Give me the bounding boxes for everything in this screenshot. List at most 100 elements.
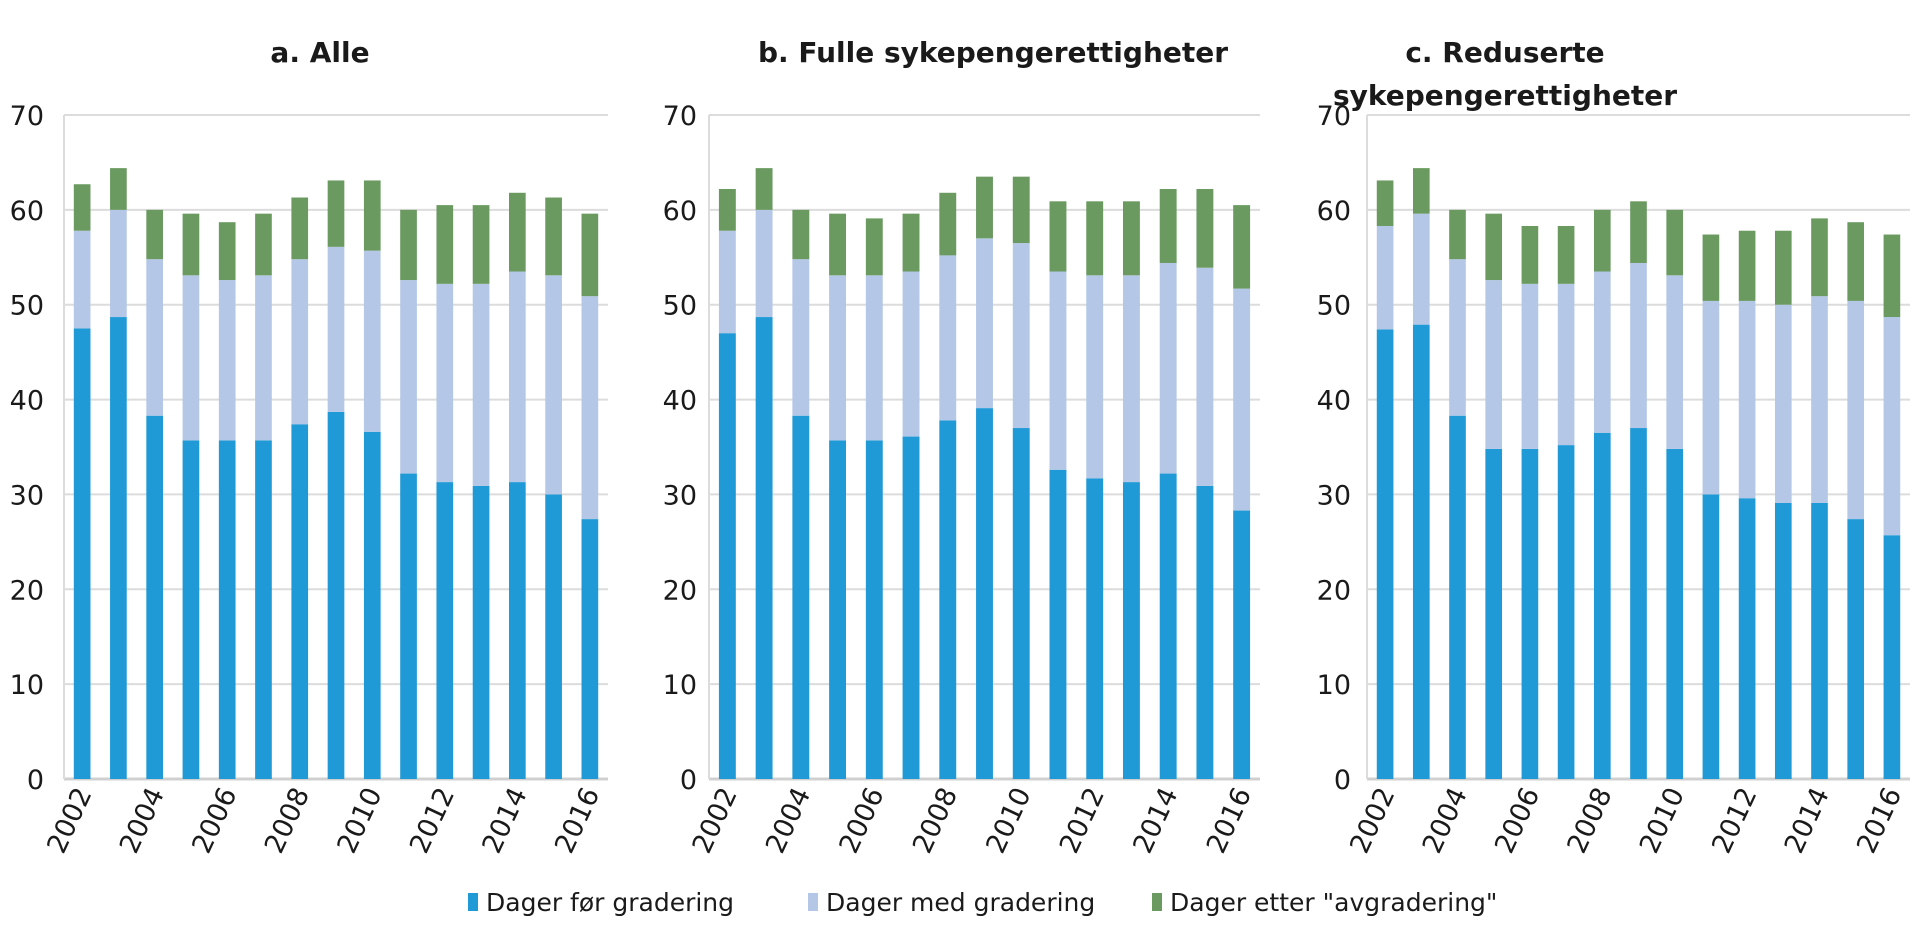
bar-segment-2002-series-0 [1376, 329, 1394, 779]
x-tick-label: 2002 [1344, 783, 1401, 858]
bar-segment-2010-series-2 [1012, 176, 1030, 244]
legend-item: Dager etter "avgradering" [1152, 888, 1497, 917]
bar-segment-2012-series-2 [436, 205, 454, 284]
bar-segment-2013-series-0 [472, 485, 490, 779]
y-tick-label: 30 [10, 480, 44, 511]
x-tick-label: 2016 [1201, 783, 1258, 858]
bar-segment-2007-series-1 [1557, 283, 1575, 446]
x-tick-label: 2004 [1417, 783, 1474, 858]
legend: Dager før gradering Dager med gradering Da… [468, 888, 1497, 917]
bar-segment-2014-series-1 [1811, 296, 1828, 503]
y-tick-label: 60 [1317, 196, 1351, 227]
bar-segment-2012-series-2 [1086, 201, 1104, 276]
bar-segment-2012-series-0 [1738, 498, 1756, 779]
bar-segment-2005-series-0 [1485, 448, 1503, 779]
y-tick-label: 0 [680, 765, 697, 796]
bar-segment-2009-series-2 [976, 176, 993, 239]
y-tick-label: 50 [1317, 291, 1351, 322]
bar-segment-2009-series-0 [327, 411, 345, 779]
bar-segment-2002-series-2 [718, 188, 736, 231]
bar-segment-2007-series-0 [1557, 445, 1575, 779]
bar-segment-2013-series-2 [1122, 201, 1140, 276]
bar-segment-2015-series-2 [1847, 222, 1865, 301]
chart-panel-0: a. Alle 0 10 20 30 40 50 60 70 2002 2004 2006 2008 20… [10, 36, 608, 858]
x-tick-label: 2012 [1054, 783, 1111, 858]
y-tick-label: 20 [663, 575, 697, 606]
bar-segment-2002-series-1 [718, 230, 736, 334]
bar-segment-2008-series-1 [939, 255, 957, 421]
bar-segment-2013-series-1 [1122, 275, 1140, 483]
bar-segment-2016-series-2 [581, 213, 599, 297]
x-tick-label: 2006 [186, 783, 243, 858]
bar-segment-2010-series-0 [1012, 428, 1030, 779]
bar-segment-2015-series-0 [545, 494, 562, 779]
bar-segment-2004-series-0 [1449, 415, 1466, 779]
bar-segment-2003-series-1 [110, 209, 127, 318]
bar-segment-2010-series-1 [363, 250, 381, 432]
bar-segment-2010-series-2 [363, 180, 381, 251]
bar-segment-2016-series-2 [1883, 234, 1901, 318]
bar-segment-2007-series-0 [255, 440, 272, 779]
bar-segment-2013-series-1 [472, 283, 490, 486]
bar-segment-2015-series-0 [1847, 519, 1865, 779]
x-tick-label: 2004 [760, 783, 817, 858]
bar-segment-2009-series-0 [976, 408, 993, 779]
bar-segment-2004-series-1 [1449, 259, 1466, 416]
bar-segment-2002-series-0 [73, 328, 91, 779]
y-tick-label: 40 [663, 386, 697, 417]
bar-segment-2015-series-2 [1196, 188, 1214, 268]
legend-label: Dager med gradering [826, 888, 1095, 917]
bar-segment-2015-series-1 [1196, 267, 1214, 486]
x-tick-label: 2004 [114, 783, 171, 858]
x-tick-label: 2016 [549, 783, 606, 858]
bar-segment-2007-series-2 [255, 213, 272, 276]
bar-segment-2006-series-1 [1521, 283, 1539, 449]
bar-segment-2002-series-2 [1376, 180, 1394, 226]
x-tick-label: 2008 [1562, 783, 1619, 858]
bar-segment-2004-series-1 [146, 259, 164, 416]
bar-segment-2005-series-1 [182, 275, 200, 441]
bar-segment-2010-series-0 [363, 431, 381, 779]
bar-segment-2014-series-0 [1159, 473, 1177, 779]
bar-segment-2008-series-2 [1593, 209, 1611, 272]
chart-title: b. Fulle sykepengerettigheter [758, 36, 1228, 69]
bar-segment-2006-series-1 [218, 280, 236, 441]
chart-panel-2: c. Reduserte sykepengerettigheter 0 10 20 30 4… [1317, 36, 1910, 858]
bar-segment-2011-series-0 [400, 473, 417, 779]
bar-segment-2012-series-0 [1086, 478, 1104, 779]
chart-title: c. Reduserte [1405, 36, 1604, 69]
bar-segment-2008-series-1 [1593, 271, 1611, 433]
bar-segment-2004-series-1 [792, 259, 810, 416]
bar-segment-2007-series-1 [255, 275, 272, 441]
bar-segment-2002-series-2 [73, 184, 91, 231]
bar-segment-2007-series-2 [1557, 225, 1575, 284]
bar-segment-2003-series-1 [1412, 213, 1430, 325]
bar-segment-2016-series-1 [581, 296, 599, 520]
y-tick-label: 70 [1317, 101, 1351, 132]
bar-segment-2008-series-2 [939, 192, 957, 256]
bar-segment-2015-series-1 [545, 275, 562, 495]
bar-segment-2012-series-1 [436, 283, 454, 483]
bar-segment-2009-series-2 [1630, 201, 1647, 263]
bar-segment-2003-series-2 [755, 168, 773, 210]
x-tick-label: 2010 [980, 783, 1037, 858]
bar-segment-2006-series-0 [1521, 448, 1539, 779]
legend-swatch [468, 893, 478, 911]
x-tick-label: 2006 [834, 783, 891, 858]
y-tick-label: 70 [663, 101, 697, 132]
bar-segment-2006-series-2 [865, 218, 883, 276]
legend-item: Dager før gradering [468, 888, 734, 917]
bar-segment-2007-series-2 [902, 213, 920, 272]
y-tick-label: 30 [663, 480, 697, 511]
chart-title: sykepengerettigheter [1333, 79, 1677, 112]
chart-panel-1: b. Fulle sykepengerettigheter 0 10 20 30 40 50… [663, 36, 1260, 858]
bar-segment-2015-series-0 [1196, 485, 1214, 779]
y-tick-label: 30 [1317, 480, 1351, 511]
bar-segment-2011-series-1 [1702, 300, 1720, 495]
bar-segment-2010-series-2 [1666, 209, 1684, 276]
bar-segment-2004-series-2 [146, 209, 164, 260]
legend-swatch [808, 893, 818, 911]
bar-segment-2006-series-2 [1521, 225, 1539, 284]
bar-segment-2009-series-1 [327, 246, 345, 412]
bar-segment-2005-series-0 [829, 440, 847, 779]
